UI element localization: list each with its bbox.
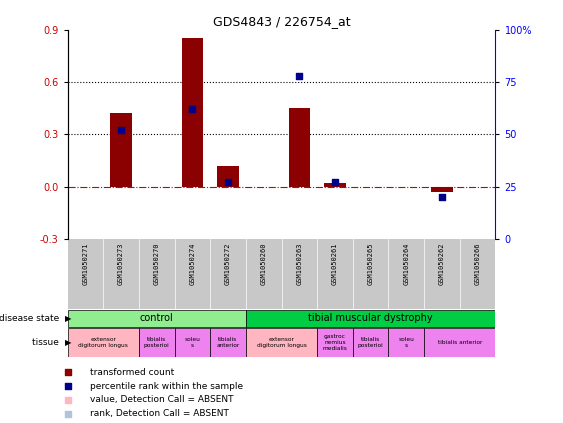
Text: tibialis
posterioi: tibialis posterioi (358, 337, 383, 348)
Text: tissue: tissue (32, 338, 62, 347)
Bar (246, 328, 317, 357)
Text: GSM1050264: GSM1050264 (403, 242, 409, 285)
Text: gastroc
nemius
medialis: gastroc nemius medialis (323, 334, 347, 351)
Text: tibialis anterior: tibialis anterior (437, 340, 482, 345)
Bar (424, 328, 495, 357)
Bar (431, 187, 453, 192)
Text: transformed count: transformed count (90, 368, 175, 377)
Text: GSM1050271: GSM1050271 (82, 242, 88, 285)
Text: tibial muscular dystrophy: tibial muscular dystrophy (309, 313, 433, 323)
Point (295, 72, 304, 79)
Bar (139, 328, 175, 357)
Bar (68, 328, 139, 357)
Point (437, 194, 446, 201)
Text: GSM1050272: GSM1050272 (225, 242, 231, 285)
Text: control: control (140, 313, 173, 323)
Text: GSM1050261: GSM1050261 (332, 242, 338, 285)
Text: GSM1050270: GSM1050270 (154, 242, 160, 285)
Text: ▶: ▶ (65, 314, 72, 323)
Bar (175, 328, 210, 357)
Bar (217, 166, 239, 187)
Bar (246, 310, 495, 327)
Point (224, 179, 233, 186)
Text: GSM1050263: GSM1050263 (296, 242, 302, 285)
Text: tibialis
anterior: tibialis anterior (216, 337, 240, 348)
Text: soleu
s: soleu s (399, 337, 414, 348)
Text: GSM1050265: GSM1050265 (368, 242, 374, 285)
Bar (388, 328, 424, 357)
Text: GSM1050274: GSM1050274 (189, 242, 195, 285)
Text: GSM1050262: GSM1050262 (439, 242, 445, 285)
Text: GSM1050260: GSM1050260 (261, 242, 267, 285)
Bar (289, 108, 310, 187)
Text: GSM1050266: GSM1050266 (475, 242, 481, 285)
Text: ▶: ▶ (65, 338, 72, 347)
Text: tibialis
posterioi: tibialis posterioi (144, 337, 169, 348)
Text: extensor
digitorum longus: extensor digitorum longus (257, 337, 306, 348)
Text: rank, Detection Call = ABSENT: rank, Detection Call = ABSENT (90, 409, 229, 418)
Bar (324, 183, 346, 187)
Text: GSM1050273: GSM1050273 (118, 242, 124, 285)
Bar (182, 38, 203, 187)
Bar (68, 310, 246, 327)
Text: soleu
s: soleu s (185, 337, 200, 348)
Point (188, 106, 197, 113)
Bar (210, 328, 246, 357)
Text: percentile rank within the sample: percentile rank within the sample (90, 382, 243, 391)
Text: extensor
digitorum longus: extensor digitorum longus (78, 337, 128, 348)
Point (330, 179, 339, 186)
Text: value, Detection Call = ABSENT: value, Detection Call = ABSENT (90, 396, 234, 404)
Bar (353, 328, 388, 357)
Text: disease state: disease state (0, 314, 62, 323)
Point (117, 127, 126, 134)
Title: GDS4843 / 226754_at: GDS4843 / 226754_at (213, 16, 350, 28)
Bar (317, 328, 353, 357)
Bar (110, 113, 132, 187)
